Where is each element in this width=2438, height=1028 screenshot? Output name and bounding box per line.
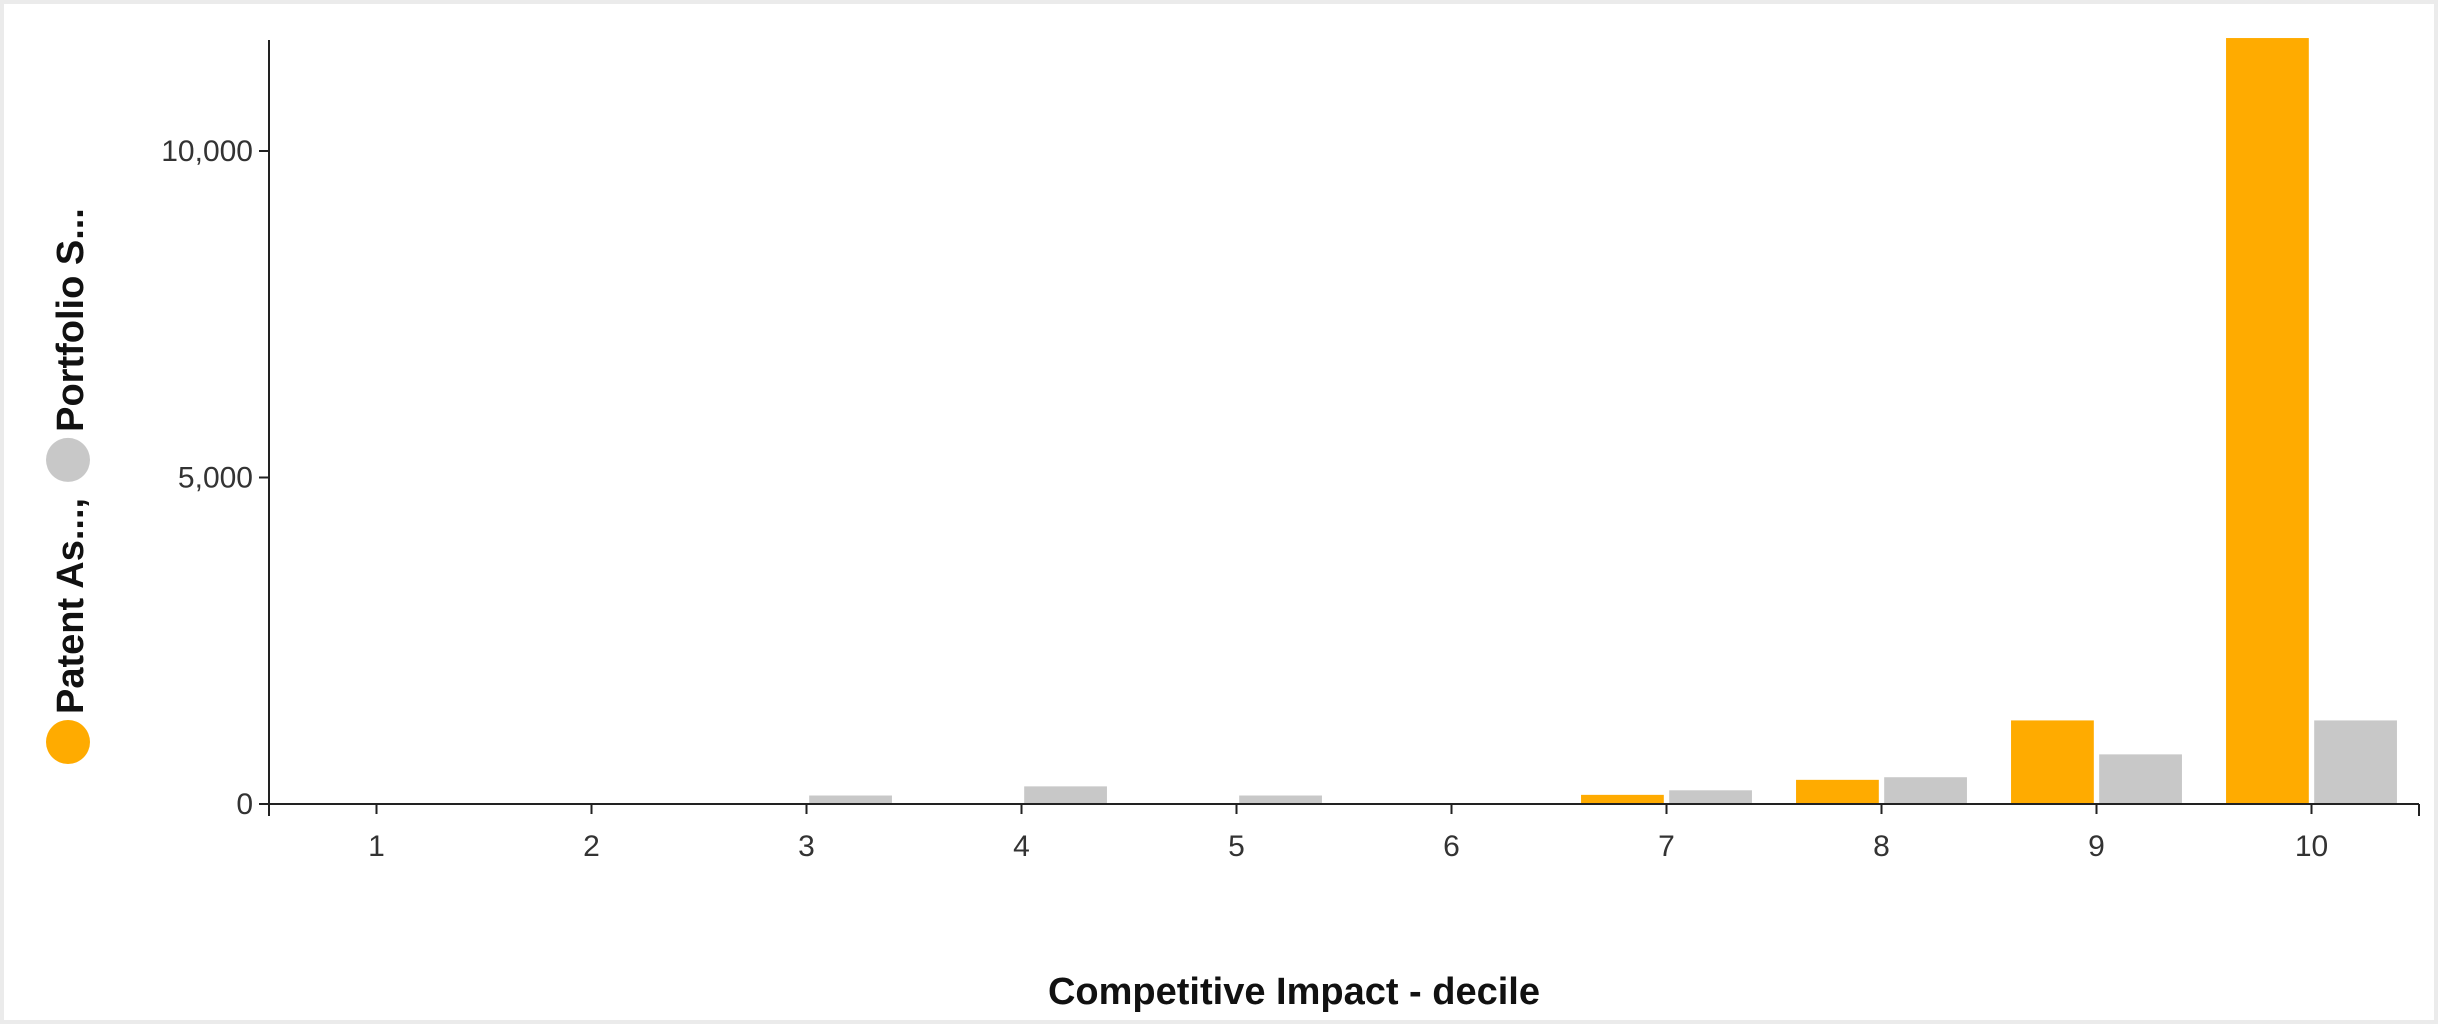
x-tick-label: 1 [368, 830, 385, 863]
legend-swatch-patent-as [46, 720, 90, 764]
bar-chart: Patent As..., Portfolio S... 0 5,000 10,000… [46, 38, 2420, 1013]
bar-portfolio-s-5[interactable]: Portfolio S...: 130 [1239, 795, 1322, 804]
legend-label-patent-as[interactable]: Patent As..., [50, 498, 92, 714]
x-tick-label: 3 [798, 830, 815, 863]
bar-portfolio-s-4[interactable]: Portfolio S...: 270 [1024, 786, 1107, 804]
x-tick-label: 5 [1228, 830, 1245, 863]
bar-portfolio-s-10[interactable]: Portfolio S...: 1280 [2314, 720, 2397, 804]
legend-label-portfolio-s[interactable]: Portfolio S... [50, 208, 92, 432]
bar-patent-as-10[interactable]: Patent As...: 11730 [2226, 38, 2309, 805]
bar-portfolio-s-8[interactable]: Portfolio S...: 410 [1884, 777, 1967, 804]
x-tick-label: 10 [2295, 830, 2328, 863]
bar-patent-as-8[interactable]: Patent As...: 370 [1796, 779, 1879, 804]
x-tick-label: 2 [583, 830, 600, 863]
y-tick-label: 5,000 [178, 462, 253, 495]
legend-swatch-portfolio-s [46, 437, 90, 482]
y-tick-label: 0 [236, 788, 253, 821]
x-axis-title: Competitive Impact - decile [1048, 971, 1540, 1013]
x-tick-label: 8 [1873, 830, 1890, 863]
legend-group: Patent As..., Portfolio S... [46, 208, 92, 764]
bars: Portfolio S...: 130 Portfolio S...: 270 Po… [809, 38, 2397, 805]
y-tick-label: 10,000 [161, 135, 253, 168]
bar-portfolio-s-7[interactable]: Portfolio S...: 210 [1669, 790, 1752, 804]
bar-patent-as-9[interactable]: Patent As...: 1280 [2011, 720, 2094, 804]
x-tick-label: 6 [1443, 830, 1460, 863]
bar-portfolio-s-3[interactable]: Portfolio S...: 130 [809, 795, 892, 804]
x-tick-label: 7 [1658, 830, 1675, 863]
x-tick-label: 4 [1013, 830, 1030, 863]
x-axis: 1 2 3 4 5 6 7 8 9 10 [268, 803, 2420, 863]
y-axis: 0 5,000 10,000 [161, 40, 270, 821]
bar-patent-as-7[interactable]: Patent As...: 140 [1581, 794, 1664, 804]
legend[interactable]: Patent As..., Portfolio S... [46, 208, 92, 764]
bar-portfolio-s-9[interactable]: Portfolio S...: 760 [2099, 754, 2182, 804]
x-tick-label: 9 [2088, 830, 2105, 863]
